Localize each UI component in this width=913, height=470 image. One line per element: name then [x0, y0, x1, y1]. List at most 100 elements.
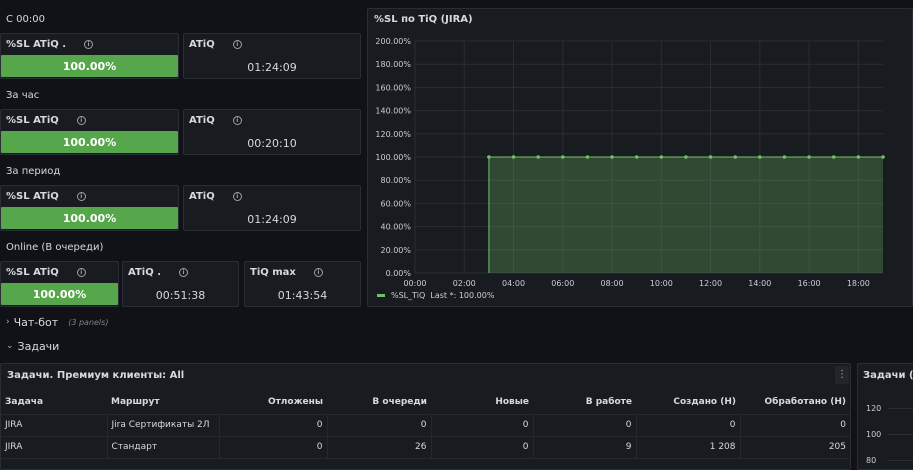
tasks-table-panel[interactable]: Задачи. Премиум клиенты: All ⋮ Задача Ма… — [0, 363, 851, 470]
info-icon[interactable]: i — [76, 192, 86, 201]
sl-tiq-chart-panel[interactable]: %SL по TiQ (JIRA) 0.00% 20.00% 40.00% 60.00… — [367, 8, 913, 307]
y-tick-label: 80.00% — [380, 176, 411, 185]
y-tick-label: 60.00% — [380, 199, 411, 208]
atiq-value: 01:24:09 — [247, 213, 297, 226]
column-header[interactable]: В очереди — [327, 390, 431, 415]
panel-title: %SL ATiQ .i — [6, 39, 94, 50]
data-point — [536, 155, 540, 159]
x-tick-label: 04:00 — [502, 279, 525, 288]
info-icon[interactable]: i — [232, 116, 242, 125]
panel-title: %SL ATiQ i — [6, 191, 86, 202]
data-point — [708, 155, 713, 159]
x-tick-label: 14:00 — [748, 279, 771, 288]
column-header[interactable]: Создано (Н) — [636, 390, 740, 415]
panel-title: ATiQ .i — [128, 267, 188, 278]
row-header-tasks[interactable]: ⌄ Задачи — [0, 336, 913, 356]
y-tick-label: 100.00% — [375, 153, 411, 162]
table-cell: 0 — [430, 436, 533, 459]
row-header-chatbot[interactable]: › Чат-бот (3 panels) — [0, 312, 913, 332]
info-icon[interactable]: i — [84, 40, 94, 49]
panel-title: ATiQ i — [189, 39, 242, 50]
section-label-online: Online (В очереди) — [6, 242, 104, 253]
y-tick-label: 20.00% — [380, 246, 411, 255]
atiq-panel-per-period[interactable]: ATiQ i 01:24:09 — [183, 185, 361, 231]
column-header[interactable]: В работе — [533, 390, 636, 415]
table-cell: Jira Сертификаты 2Л — [106, 414, 219, 437]
row-title: Задачи — [17, 339, 60, 353]
sl-atiq-panel-since-midnight[interactable]: %SL ATiQ .i 100.00% — [0, 33, 179, 79]
column-header[interactable]: Обработано (Н) — [740, 390, 850, 415]
info-icon[interactable]: i — [232, 192, 242, 201]
chevron-down-icon: ⌄ — [6, 341, 14, 351]
table-cell: 0 — [635, 414, 740, 437]
x-tick-label: 02:00 — [453, 279, 476, 288]
table-panel-title: Задачи. Премиум клиенты: All — [7, 370, 185, 381]
y-tick-label: 180.00% — [375, 60, 411, 69]
column-header[interactable]: Отложены — [219, 390, 327, 415]
table-header-row: Задача Маршрут Отложены В очереди Новые … — [1, 390, 850, 415]
data-point — [610, 155, 614, 159]
panel-title: %SL ATiQ i — [6, 115, 86, 126]
sl-gauge-bar: 100.00% — [1, 283, 118, 305]
column-header[interactable]: Маршрут — [107, 390, 219, 415]
sl-gauge-bar: 100.00% — [1, 131, 178, 153]
data-point — [634, 155, 639, 159]
data-point — [807, 155, 811, 159]
column-header[interactable]: Задача — [1, 390, 107, 415]
info-icon[interactable]: i — [313, 268, 323, 277]
section-label-per-hour: За час — [6, 90, 40, 101]
data-point — [856, 155, 861, 159]
table-row: JIRA Стандарт 0 26 0 9 1 208 205 — [1, 436, 850, 459]
data-point — [881, 155, 885, 159]
row-title: Чат-бот — [13, 315, 59, 329]
gridline — [888, 434, 913, 435]
table-row: JIRA Jira Сертификаты 2Л 0 0 0 0 0 0 — [1, 414, 850, 437]
atiq-panel-since-midnight[interactable]: ATiQ i 01:24:09 — [183, 33, 361, 79]
info-icon[interactable]: i — [232, 40, 242, 49]
atiq-panel-per-hour[interactable]: ATiQ i 00:20:10 — [183, 109, 361, 155]
column-header[interactable]: Новые — [431, 390, 533, 415]
panel-title: ATiQ i — [189, 115, 242, 126]
y-tick-label: 120 — [866, 404, 882, 413]
table-cell: 1 208 — [635, 436, 740, 459]
section-label-since-midnight: С 00:00 — [6, 14, 45, 25]
data-point — [511, 155, 516, 159]
x-tick-label: 10:00 — [650, 279, 673, 288]
chart-svg[interactable]: 0.00% 20.00% 40.00% 60.00% 80.00% 100.00% 120.… — [368, 9, 912, 306]
table-cell: JIRA — [1, 436, 107, 459]
jira-tasks-chart-panel[interactable]: Задачи (JIRA 120 100 80 — [857, 363, 913, 470]
sl-atiq-panel-per-hour[interactable]: %SL ATiQ i 100.00% — [0, 109, 179, 155]
info-icon[interactable]: i — [76, 116, 86, 125]
table-cell: 26 — [326, 436, 431, 459]
y-tick-label: 140.00% — [375, 107, 411, 116]
legend-last-value: Last *: 100.00% — [430, 291, 495, 300]
data-point — [831, 155, 836, 159]
row-panel-count: (3 panels) — [68, 317, 109, 327]
gridline — [888, 408, 913, 409]
y-tick-label: 200.00% — [375, 37, 411, 46]
x-tick-label: 12:00 — [699, 279, 722, 288]
info-icon[interactable]: i — [76, 268, 86, 277]
chart-legend[interactable]: %SL_TiQ Last *: 100.00% — [377, 291, 494, 300]
sl-atiq-panel-online[interactable]: %SL ATiQ i 100.00% — [0, 261, 119, 307]
tiq-max-panel-online[interactable]: TiQ max i 01:43:54 — [244, 261, 361, 307]
y-tick-label: 0.00% — [386, 269, 412, 278]
info-icon[interactable]: i — [179, 268, 188, 277]
y-tick-label: 120.00% — [375, 130, 411, 139]
section-label-per-period: За период — [6, 166, 61, 177]
data-point — [487, 155, 491, 159]
kebab-icon[interactable]: ⋮ — [835, 366, 849, 384]
series-area — [488, 157, 883, 273]
data-point — [758, 155, 762, 159]
tasks-table: Задача Маршрут Отложены В очереди Новые … — [1, 390, 850, 459]
chevron-right-icon: › — [6, 317, 10, 327]
x-tick-label: 08:00 — [601, 279, 624, 288]
atiq-value: 00:51:38 — [155, 289, 206, 302]
table-cell: Стандарт — [106, 436, 219, 459]
panel-title: TiQ max i — [250, 267, 323, 278]
data-point — [585, 155, 590, 159]
y-tick-label: 40.00% — [380, 223, 411, 232]
data-point — [659, 155, 664, 159]
sl-atiq-panel-per-period[interactable]: %SL ATiQ i 100.00% — [0, 185, 179, 231]
atiq-panel-online[interactable]: ATiQ .i 00:51:38 — [122, 261, 239, 307]
